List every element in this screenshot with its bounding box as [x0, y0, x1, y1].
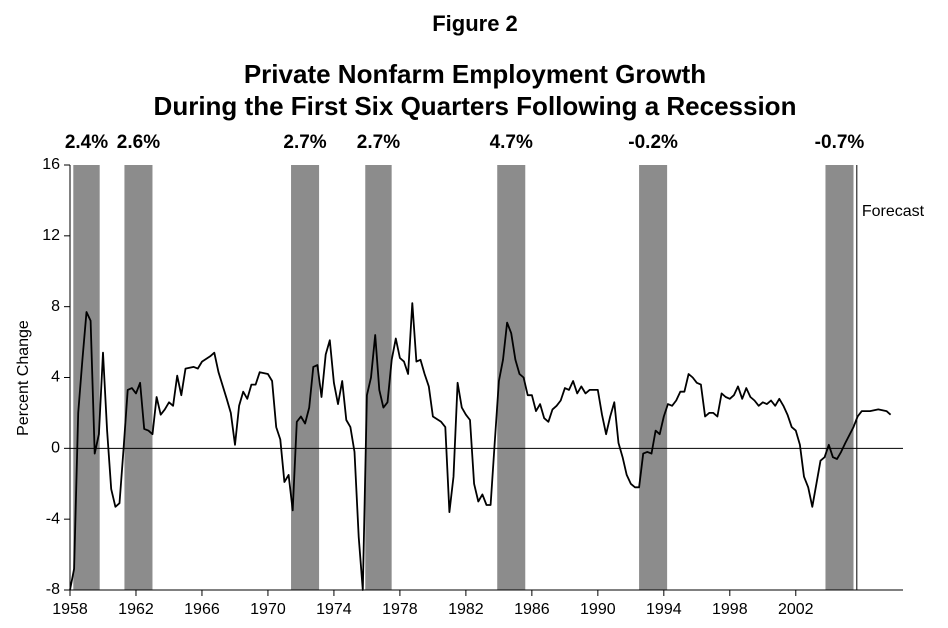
recession-band — [73, 165, 100, 590]
chart-title: Figure 2 — [432, 11, 518, 36]
band-label: -0.2% — [628, 132, 678, 153]
y-tick-label: -4 — [46, 510, 60, 527]
band-label: 2.4% — [65, 132, 108, 153]
x-tick-label: 1974 — [316, 601, 352, 618]
forecast-label: Forecast — [862, 203, 925, 220]
recession-band — [639, 165, 668, 590]
y-tick-label: -8 — [46, 581, 60, 598]
x-tick-label: 1962 — [118, 601, 154, 618]
x-tick-label: 1994 — [646, 601, 682, 618]
y-tick-label: 12 — [42, 227, 60, 244]
x-tick-label: 1978 — [382, 601, 418, 618]
band-label: 2.7% — [283, 132, 326, 153]
data-line — [69, 302, 892, 591]
y-tick-label: 16 — [42, 156, 60, 173]
chart-subtitle: Private Nonfarm Employment Growth — [244, 59, 706, 89]
y-tick-label: 4 — [51, 369, 60, 386]
band-label: -0.7% — [815, 132, 865, 153]
y-axis-label: Percent Change — [15, 320, 32, 436]
chart-subtitle: During the First Six Quarters Following … — [154, 91, 797, 121]
x-tick-label: 1970 — [250, 601, 286, 618]
x-tick-label: 1966 — [184, 601, 220, 618]
y-tick-label: 8 — [51, 298, 60, 315]
x-tick-label: 1998 — [712, 601, 748, 618]
x-tick-label: 1986 — [514, 601, 550, 618]
y-tick-label: 0 — [51, 440, 60, 457]
band-label: 2.6% — [117, 132, 160, 153]
x-tick-label: 1958 — [52, 601, 88, 618]
recession-band — [124, 165, 153, 590]
band-label: 2.7% — [357, 132, 400, 153]
recession-band — [497, 165, 526, 590]
x-tick-label: 1990 — [580, 601, 616, 618]
recession-band — [291, 165, 320, 590]
band-label: 4.7% — [490, 132, 533, 153]
x-tick-label: 2002 — [778, 601, 814, 618]
x-tick-label: 1982 — [448, 601, 484, 618]
recession-band — [825, 165, 854, 590]
